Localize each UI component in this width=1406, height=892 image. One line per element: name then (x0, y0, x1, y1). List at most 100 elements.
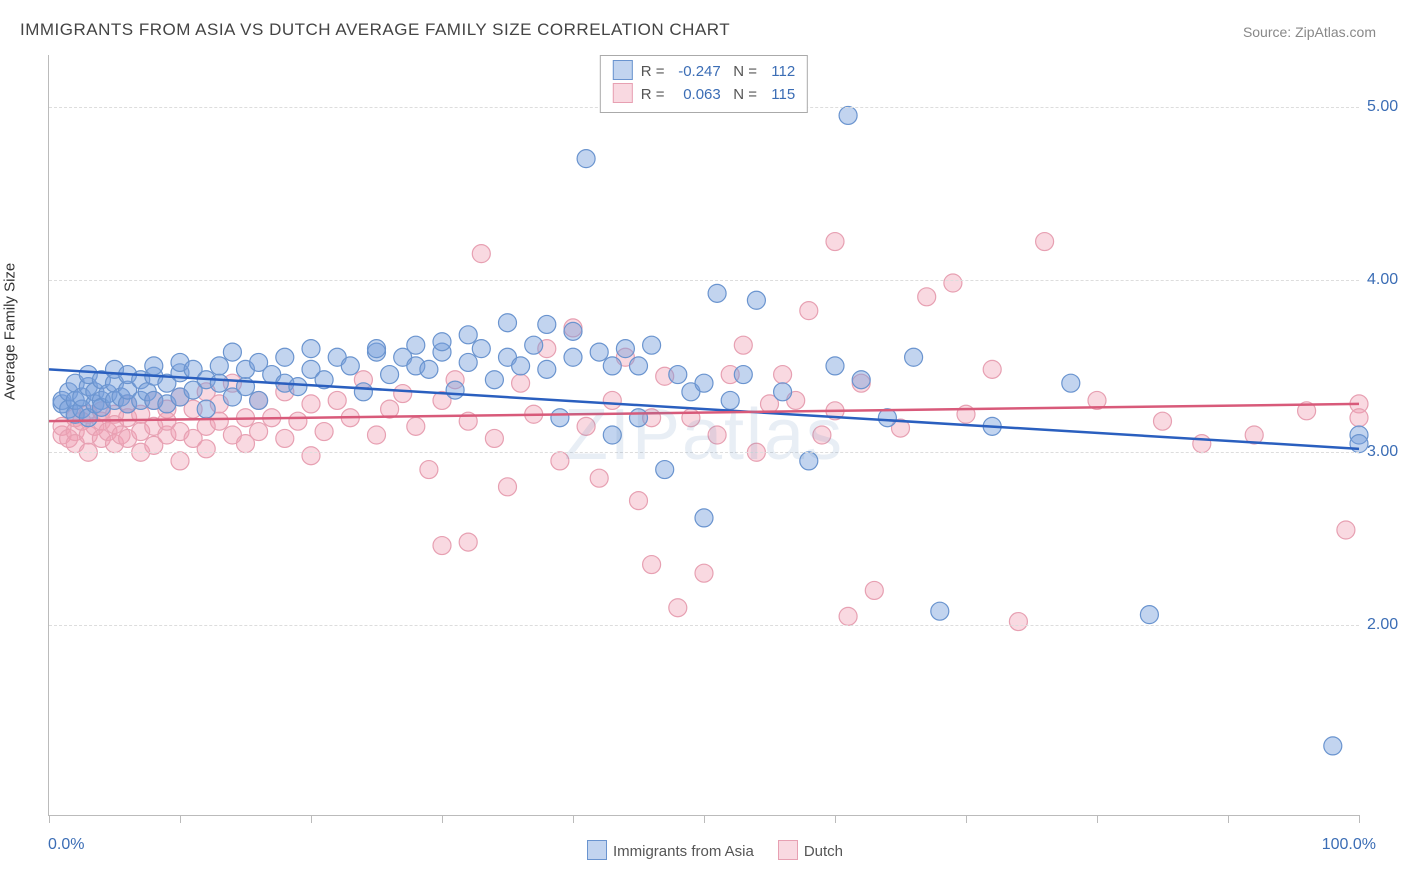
correlation-stats-box: R = -0.247 N = 112R = 0.063 N = 115 (600, 55, 808, 113)
point-asia (1140, 606, 1158, 624)
source-attribution: Source: ZipAtlas.com (1243, 24, 1376, 40)
point-dutch (250, 423, 268, 441)
legend-label-dutch: Dutch (804, 843, 843, 860)
point-asia (446, 381, 464, 399)
legend-swatch-dutch (613, 83, 633, 103)
point-asia (420, 360, 438, 378)
plot-area: R = -0.247 N = 112R = 0.063 N = 115 ZIPa… (48, 55, 1359, 816)
point-dutch (289, 412, 307, 430)
x-tick (966, 815, 967, 823)
point-asia (590, 343, 608, 361)
point-dutch (918, 288, 936, 306)
point-asia (695, 509, 713, 527)
x-tick (573, 815, 574, 823)
point-asia (721, 391, 739, 409)
point-asia (747, 291, 765, 309)
point-dutch (459, 533, 477, 551)
x-tick (180, 815, 181, 823)
point-dutch (630, 492, 648, 510)
point-asia (485, 371, 503, 389)
point-dutch (171, 452, 189, 470)
point-asia (381, 366, 399, 384)
point-dutch (315, 423, 333, 441)
point-asia (630, 357, 648, 375)
point-asia (774, 383, 792, 401)
x-tick (442, 815, 443, 823)
point-dutch (865, 581, 883, 599)
point-asia (800, 452, 818, 470)
point-dutch (512, 374, 530, 392)
point-asia (276, 348, 294, 366)
point-asia (669, 366, 687, 384)
point-dutch (302, 395, 320, 413)
point-dutch (302, 447, 320, 465)
point-dutch (472, 245, 490, 263)
legend-label-asia: Immigrants from Asia (613, 843, 754, 860)
point-dutch (433, 537, 451, 555)
point-dutch (983, 360, 1001, 378)
point-dutch (774, 366, 792, 384)
point-asia (538, 360, 556, 378)
point-dutch (1350, 409, 1368, 427)
point-dutch (734, 336, 752, 354)
point-asia (826, 357, 844, 375)
y-tick-label: 2.00 (1367, 616, 1406, 634)
point-asia (839, 106, 857, 124)
point-dutch (368, 426, 386, 444)
point-asia (630, 409, 648, 427)
point-dutch (1036, 233, 1054, 251)
point-dutch (669, 599, 687, 617)
stat-row-asia: R = -0.247 N = 112 (613, 60, 795, 83)
point-asia (564, 322, 582, 340)
bottom-legend: Immigrants from Asia Dutch (0, 840, 1406, 860)
point-asia (302, 340, 320, 358)
point-dutch (420, 461, 438, 479)
point-asia (603, 426, 621, 444)
point-asia (551, 409, 569, 427)
stat-R-label: R = (641, 86, 669, 103)
point-asia (250, 391, 268, 409)
stat-row-dutch: R = 0.063 N = 115 (613, 83, 795, 106)
y-tick-label: 4.00 (1367, 271, 1406, 289)
point-asia (197, 400, 215, 418)
point-dutch (197, 440, 215, 458)
point-asia (656, 461, 674, 479)
stat-N-value: 112 (761, 61, 795, 83)
point-asia (145, 357, 163, 375)
point-asia (210, 357, 228, 375)
legend-swatch-asia (613, 60, 633, 80)
point-dutch (328, 391, 346, 409)
point-asia (499, 314, 517, 332)
point-dutch (1193, 435, 1211, 453)
point-dutch (800, 302, 818, 320)
point-dutch (1337, 521, 1355, 539)
point-dutch (485, 429, 503, 447)
stat-N-label: N = (733, 86, 761, 103)
point-asia (1062, 374, 1080, 392)
point-dutch (276, 429, 294, 447)
point-asia (223, 343, 241, 361)
x-tick (835, 815, 836, 823)
point-asia (616, 340, 634, 358)
point-dutch (695, 564, 713, 582)
gridline-h (49, 280, 1359, 281)
point-dutch (577, 417, 595, 435)
point-asia (459, 353, 477, 371)
point-dutch (839, 607, 857, 625)
point-dutch (499, 478, 517, 496)
point-dutch (643, 556, 661, 574)
point-dutch (813, 426, 831, 444)
point-dutch (826, 233, 844, 251)
legend-swatch-asia (587, 840, 607, 860)
point-asia (433, 333, 451, 351)
x-tick (49, 815, 50, 823)
gridline-h (49, 452, 1359, 453)
chart-title: IMMIGRANTS FROM ASIA VS DUTCH AVERAGE FA… (20, 20, 730, 40)
point-asia (931, 602, 949, 620)
y-tick-label: 3.00 (1367, 443, 1406, 461)
point-dutch (708, 426, 726, 444)
stat-N-label: N = (733, 63, 761, 80)
point-asia (459, 326, 477, 344)
point-asia (852, 371, 870, 389)
y-axis-label: Average Family Size (2, 263, 19, 400)
